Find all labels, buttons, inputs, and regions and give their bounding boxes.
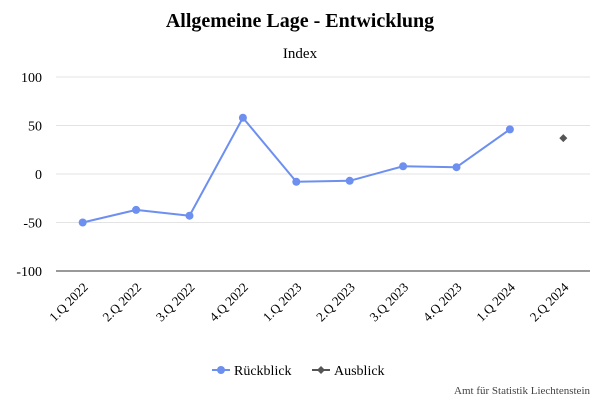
legend-marker-rueckblick xyxy=(217,366,225,374)
x-tick-label: 1.Q 2022 xyxy=(46,280,91,325)
series-line xyxy=(82,116,511,224)
credit-text: Amt für Statistik Liechtenstein xyxy=(454,385,590,397)
x-tick-label: 1.Q 2023 xyxy=(260,280,305,325)
chart-subtitle: Index xyxy=(283,46,318,62)
data-point[interactable] xyxy=(345,176,354,185)
data-point[interactable] xyxy=(399,162,408,171)
series-1 xyxy=(559,134,568,143)
legend-label-rueckblick: Rückblick xyxy=(234,364,292,379)
y-tick-label: 0 xyxy=(35,168,42,183)
chart-title: Allgemeine Lage - Entwicklung xyxy=(166,10,434,32)
y-tick-label: -100 xyxy=(16,265,42,280)
data-point[interactable] xyxy=(559,134,568,143)
legend-marker-ausblick xyxy=(317,366,325,374)
x-tick-label: 2.Q 2023 xyxy=(313,280,358,325)
data-point[interactable] xyxy=(185,211,194,220)
data-point[interactable] xyxy=(238,113,247,122)
y-tick-label: 50 xyxy=(28,120,42,135)
grid xyxy=(56,76,590,223)
legend-label-ausblick: Ausblick xyxy=(334,364,385,379)
series-0 xyxy=(78,113,514,227)
data-point[interactable] xyxy=(452,163,461,172)
y-tick-label: -50 xyxy=(23,217,42,232)
y-tick-label: 100 xyxy=(21,71,42,86)
y-axis-ticks: 100 50 0 -50 -100 xyxy=(16,71,42,280)
legend-item-rueckblick[interactable]: Rückblick xyxy=(212,364,292,379)
data-point[interactable] xyxy=(78,218,87,227)
x-tick-label: 4.Q 2022 xyxy=(206,280,251,325)
x-tick-label: 1.Q 2024 xyxy=(473,279,518,324)
series-layer xyxy=(78,113,568,227)
data-point[interactable] xyxy=(505,125,514,134)
x-tick-label: 3.Q 2023 xyxy=(366,280,411,325)
x-tick-label: 2.Q 2022 xyxy=(99,280,144,325)
x-tick-label: 4.Q 2023 xyxy=(420,280,465,325)
data-point[interactable] xyxy=(292,177,301,186)
x-tick-label: 3.Q 2022 xyxy=(153,280,198,325)
data-point[interactable] xyxy=(132,205,141,214)
legend[interactable]: Rückblick Ausblick xyxy=(212,364,385,379)
x-tick-label: 2.Q 2024 xyxy=(527,279,572,324)
legend-item-ausblick[interactable]: Ausblick xyxy=(312,364,385,379)
x-axis-ticks: 1.Q 2022 2.Q 2022 3.Q 2022 4.Q 2022 1.Q 2023… xyxy=(46,279,572,324)
